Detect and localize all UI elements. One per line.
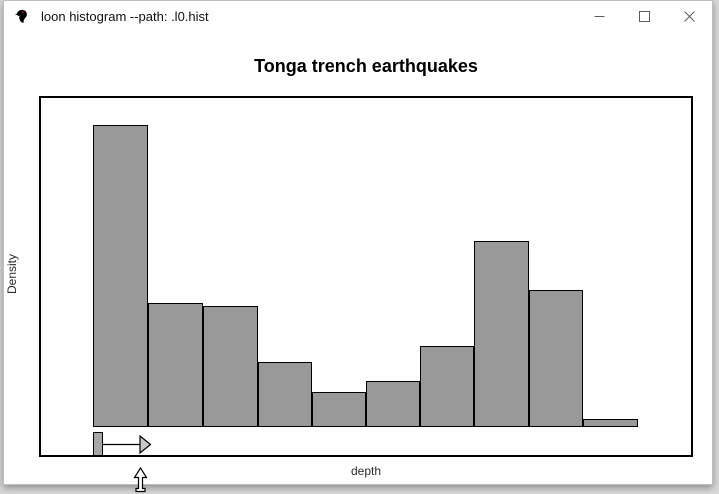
histogram-bar[interactable] — [258, 362, 312, 427]
bin-width-arrow-icon[interactable] — [139, 434, 152, 455]
histogram-bar[interactable] — [474, 241, 529, 427]
chart-title: Tonga trench earthquakes — [254, 56, 478, 76]
loon-bird-icon — [14, 9, 27, 23]
close-button[interactable] — [667, 2, 712, 32]
minimize-button[interactable] — [577, 2, 622, 32]
titlebar[interactable]: loon histogram --path: .l0.hist — [4, 1, 712, 32]
histogram-bar[interactable] — [529, 290, 583, 427]
histogram-bar[interactable] — [148, 303, 203, 427]
histogram-bar[interactable] — [420, 346, 474, 427]
y-axis-label: Density — [5, 254, 19, 295]
close-icon — [684, 11, 695, 22]
bin-origin-handle[interactable] — [93, 432, 103, 456]
minimize-icon — [594, 16, 605, 17]
histogram-bar[interactable] — [93, 125, 148, 427]
histogram-bar[interactable] — [312, 392, 366, 427]
up-arrow-cursor-icon — [133, 466, 148, 493]
histogram-bar[interactable] — [366, 381, 420, 427]
histogram-bar[interactable] — [203, 306, 258, 427]
maximize-icon — [639, 11, 650, 22]
maximize-button[interactable] — [622, 2, 667, 32]
window-title: loon histogram --path: .l0.hist — [41, 9, 209, 24]
histogram-bar[interactable] — [583, 419, 638, 427]
x-axis-label: depth — [350, 464, 382, 478]
bin-width-widget — [93, 432, 152, 456]
window: loon histogram --path: .l0.hist Tonga tr… — [3, 0, 713, 485]
